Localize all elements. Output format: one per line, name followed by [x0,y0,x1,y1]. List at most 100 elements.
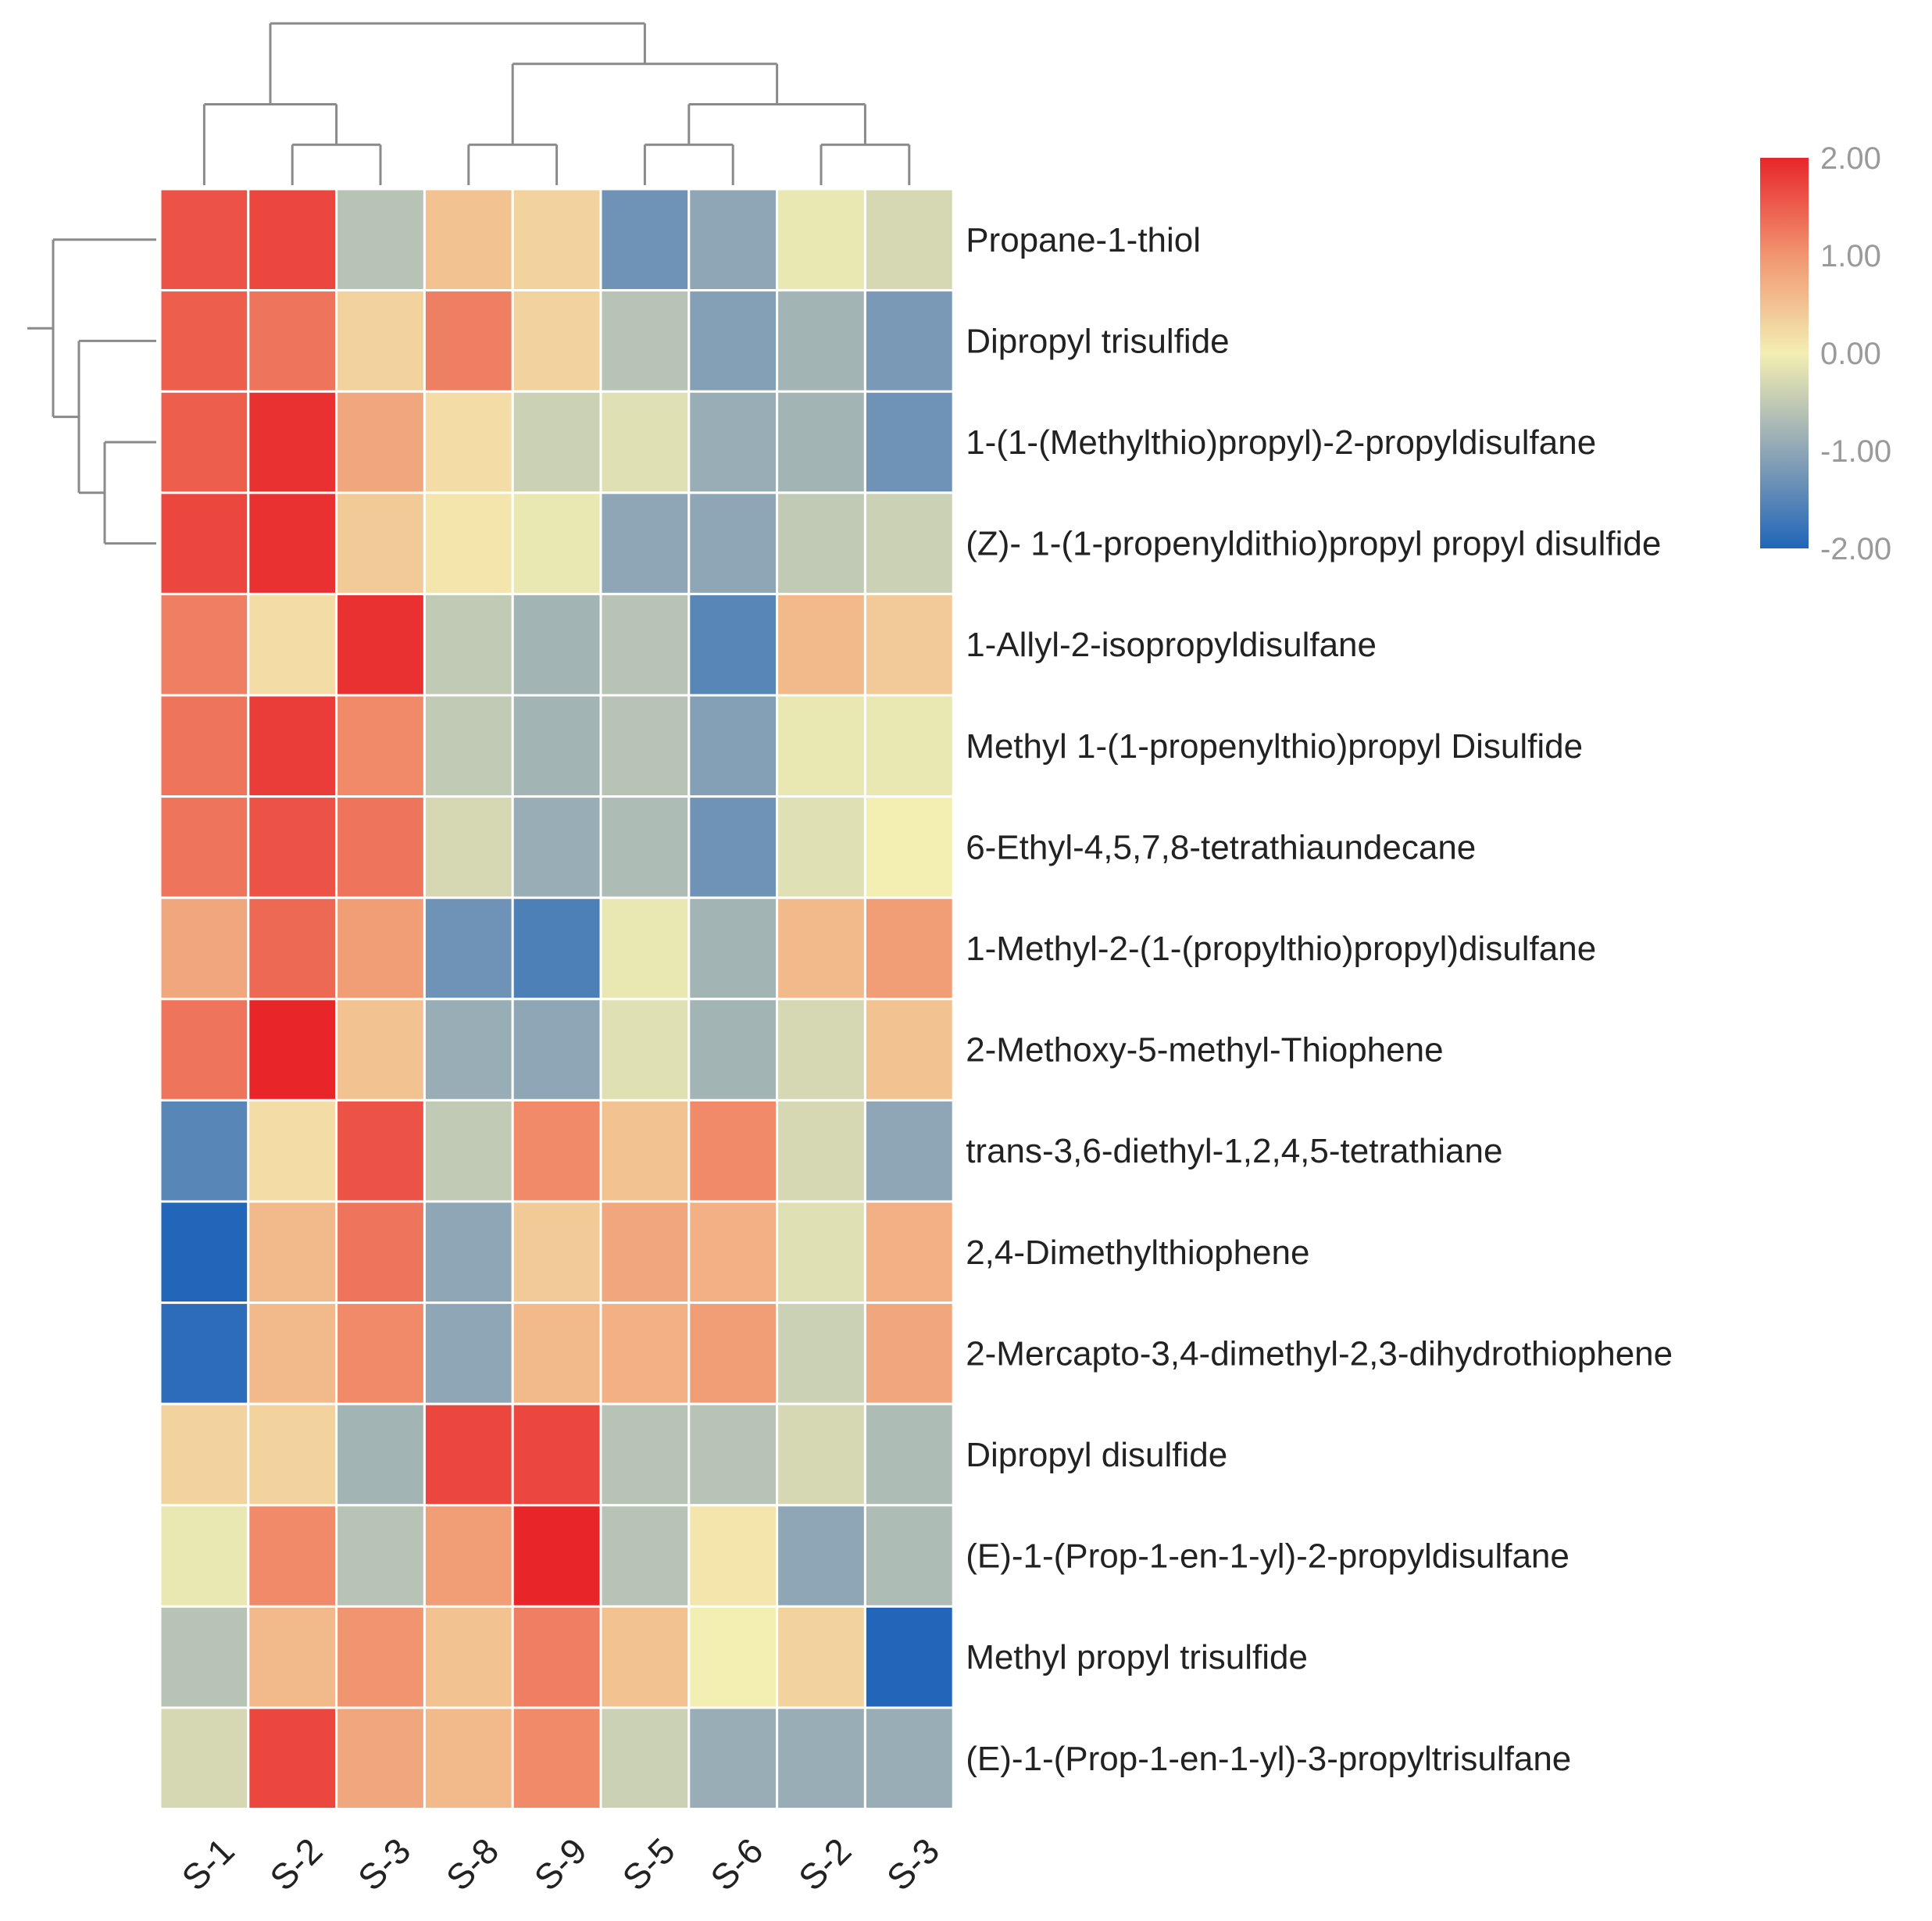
heatmap-cell-r13-c2 [247,1402,338,1507]
heatmap-cell-r9-c9 [863,998,955,1102]
heatmap-cell-r5-c5 [511,592,602,697]
column-label-1: S-1 [173,1830,241,1898]
heatmap-cell-r10-c6 [599,1098,691,1203]
heatmap-cell-r7-c9 [863,795,955,899]
heatmap-cell-r2-c4 [423,289,514,393]
heatmap-cell-r4-c2 [247,491,338,595]
column-dendrogram [202,22,911,185]
heatmap-cell-r13-c5 [511,1402,602,1507]
heatmap-cell-r5-c7 [687,592,779,697]
heatmap-cell-r3-c8 [776,390,866,495]
heatmap-cell-r11-c1 [159,1200,250,1305]
heatmap-cell-r8-c9 [863,896,955,1001]
heatmap-cell-r9-c2 [247,998,338,1102]
heatmap-cell-r1-c3 [335,187,426,292]
colorbar-tick-1: 2.00 [1820,141,1881,176]
column-label-9: S-3 [879,1830,947,1898]
heatmap-cell-r3-c2 [247,390,338,495]
heatmap-cell-r5-c9 [863,592,955,697]
heatmap-cell-r13-c8 [776,1402,866,1507]
row-label-2-mercapto-3-4-dimethyl-2-3-dihydrothiophene: 2-Mercapto-3,4-dimethyl-2,3-dihydrothiop… [966,1334,1673,1373]
heatmap-cell-r14-c2 [247,1504,338,1608]
heatmap-cell-r15-c3 [335,1605,426,1709]
heatmap-cell-r10-c2 [247,1098,338,1203]
heatmap-cell-r4-c3 [335,491,426,595]
heatmap-cell-r15-c9 [863,1605,955,1709]
heatmap-cell-r6-c2 [247,694,338,798]
heatmap-cell-r16-c9 [863,1706,955,1811]
heatmap-cell-r15-c1 [159,1605,250,1709]
heatmap-cell-r3-c5 [511,390,602,495]
row-label-2-4-dimethylthiophene: 2,4-Dimethylthiophene [966,1234,1309,1272]
heatmap-cell-r6-c4 [423,694,514,798]
heatmap-cell-r14-c9 [863,1504,955,1608]
heatmap-cell-r13-c7 [687,1402,779,1507]
heatmap-cell-r1-c8 [776,187,866,292]
heatmap-cell-r11-c8 [776,1200,866,1305]
row-label-1-methyl-2-1-propylthio-propyl-disulfane: 1-Methyl-2-(1-(propylthio)propyl)disulfa… [966,930,1596,968]
row-label-2-methoxy-5-methyl-thiophene: 2-Methoxy-5-methyl-Thiophene [966,1031,1443,1069]
heatmap-cell-r16-c2 [247,1706,338,1811]
colorbar-legend: 2.00 1.00 0.00 -1.00 -2.00 [1760,141,1891,566]
heatmap-cell-r5-c4 [423,592,514,697]
heatmap-cell-r2-c3 [335,289,426,393]
heatmap-cell-r16-c1 [159,1706,250,1811]
row-label-z-1-1-propenyldithio-propyl-propyl-disulfide: (Z)- 1-(1-propenyldithio)propyl propyl d… [966,525,1661,563]
heatmap-cell-r12-c8 [776,1301,866,1405]
colorbar-tick-5: -2.00 [1820,532,1891,566]
row-labels: Propane-1-thiol Dipropyl trisulfide 1-(1-(… [966,221,1673,1778]
colorbar-tick-3: 0.00 [1820,337,1881,371]
heatmap-cell-r9-c5 [511,998,602,1102]
heatmap-cell-r16-c3 [335,1706,426,1811]
heatmap-cell-r8-c4 [423,896,514,1001]
column-label-3: S-3 [350,1830,418,1898]
heatmap-cell-r12-c1 [159,1301,250,1405]
heatmap-cell-r4-c7 [687,491,779,595]
heatmap-cell-r9-c7 [687,998,779,1102]
heatmap-cell-r6-c1 [159,694,250,798]
row-label-dipropyl-disulfide: Dipropyl disulfide [966,1436,1227,1474]
colorbar-gradient [1760,158,1809,548]
column-label-6: S-5 [614,1830,682,1898]
row-label-e-1-prop-1-en-1-yl-3-propyltrisulfane: (E)-1-(Prop-1-en-1-yl)-3-propyltrisulfan… [966,1740,1571,1778]
heatmap-cell-r12-c3 [335,1301,426,1405]
heatmap-cell-r13-c4 [423,1402,514,1507]
heatmap-cell-r2-c8 [776,289,866,393]
heatmap-cell-r14-c3 [335,1504,426,1608]
heatmap-cell-r4-c5 [511,491,602,595]
heatmap-cell-r10-c9 [863,1098,955,1203]
heatmap-cell-r1-c7 [687,187,779,292]
column-label-4: S-8 [438,1830,506,1898]
heatmap-cell-r10-c5 [511,1098,602,1203]
heatmap-cell-r16-c5 [511,1706,602,1811]
heatmap-cell-r5-c8 [776,592,866,697]
heatmap-cell-r11-c3 [335,1200,426,1305]
heatmap-cell-r13-c6 [599,1402,691,1507]
heatmap-cell-r2-c5 [511,289,602,393]
heatmap-cell-r8-c8 [776,896,866,1001]
heatmap-cell-r16-c8 [776,1706,866,1811]
heatmap-cell-r7-c7 [687,795,779,899]
heatmap-cell-r9-c4 [423,998,514,1102]
heatmap-cell-r8-c6 [599,896,691,1001]
heatmap-cell-r5-c2 [247,592,338,697]
heatmap-cell-r7-c8 [776,795,866,899]
heatmap-cell-r9-c3 [335,998,426,1102]
heatmap-cell-r1-c4 [423,187,514,292]
heatmap-cell-r9-c6 [599,998,691,1102]
heatmap-cell-r13-c1 [159,1402,250,1507]
row-label-methyl-1-1-propenylthio-propyl-disulfide: Methyl 1-(1-propenylthio)propyl Disulfid… [966,727,1583,766]
heatmap-cell-r6-c6 [599,694,691,798]
heatmap-cell-r9-c8 [776,998,866,1102]
heatmap-cell-r14-c6 [599,1504,691,1608]
heatmap-cell-r7-c1 [159,795,250,899]
heatmap-cell-r13-c3 [335,1402,426,1507]
heatmap-cell-r3-c9 [863,390,955,495]
heatmap-cell-r12-c7 [687,1301,779,1405]
heatmap-cell-r4-c4 [423,491,514,595]
heatmap-cell-r12-c5 [511,1301,602,1405]
heatmap-cell-r7-c3 [335,795,426,899]
heatmap-cell-r11-c5 [511,1200,602,1305]
row-label-trans-3-6-diethyl-1-2-4-5-tetrathiane: trans-3,6-diethyl-1,2,4,5-tetrathiane [966,1132,1502,1170]
